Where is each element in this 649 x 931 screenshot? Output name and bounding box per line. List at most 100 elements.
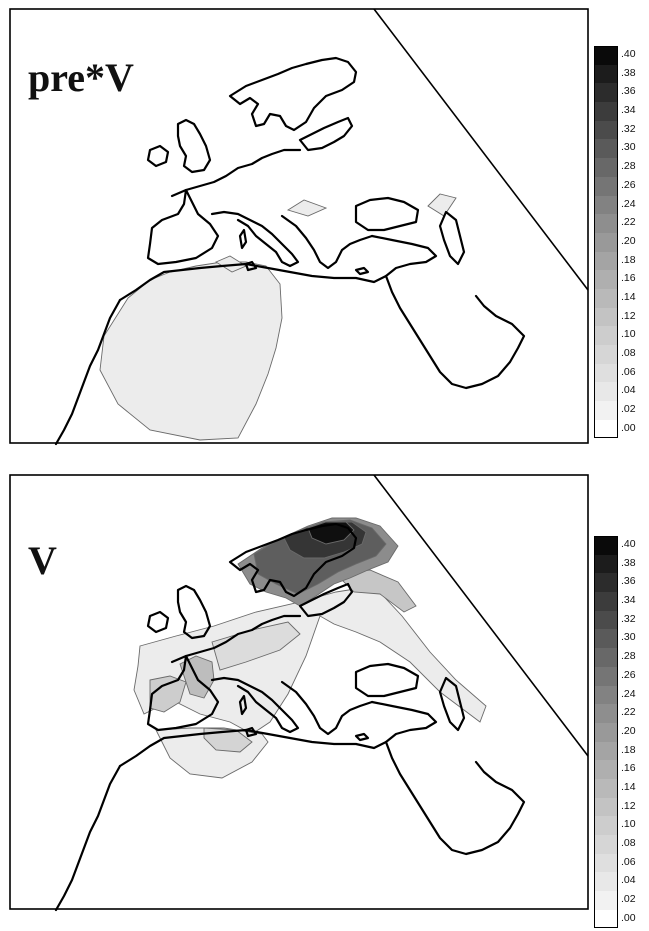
legend-swatch [594, 158, 618, 177]
legend-swatch [594, 592, 618, 611]
legend-entry: .16 [594, 270, 649, 289]
legend-entry: .02 [594, 891, 649, 910]
legend-swatch [594, 536, 618, 555]
legend-entry: .34 [594, 102, 649, 121]
legend-swatch [594, 139, 618, 159]
legend-entry: .00 [594, 419, 649, 439]
legend-tick-label: .14 [621, 290, 636, 303]
legend-tick-label: .32 [621, 122, 636, 135]
legend-swatch [594, 648, 618, 667]
legend-entry: .06 [594, 853, 649, 873]
shaded-region-central-mid [211, 621, 301, 671]
legend-entry: .04 [594, 382, 649, 402]
legend-swatch [594, 419, 618, 439]
map-diagonal-edge [373, 474, 589, 757]
legend-tick-label: .16 [621, 762, 636, 775]
legend-entry: .36 [594, 573, 649, 593]
legend-swatch [594, 797, 618, 817]
legend-swatch [594, 872, 618, 892]
legend-entry: .18 [594, 251, 649, 271]
legend-swatch [594, 232, 618, 252]
legend-swatch [594, 816, 618, 835]
legend-tick-label: .22 [621, 706, 636, 719]
map-frame [9, 8, 589, 444]
legend-entry: .38 [594, 554, 649, 574]
legend-entry: .12 [594, 307, 649, 327]
legend-swatch [594, 554, 618, 574]
legend-tick-label: .06 [621, 855, 636, 868]
legend-entry: .14 [594, 778, 649, 798]
legend-entry: .38 [594, 64, 649, 84]
legend-swatch [594, 891, 618, 910]
legend-entry: .32 [594, 610, 649, 630]
legend-swatch [594, 120, 618, 140]
legend-entry: .22 [594, 704, 649, 723]
legend-swatch [594, 102, 618, 121]
legend-tick-label: .20 [621, 724, 636, 737]
legend-tick-label: .32 [621, 612, 636, 625]
legend-entry: .14 [594, 288, 649, 308]
legend-entry: .40 [594, 46, 649, 65]
legend-tick-label: .20 [621, 234, 636, 247]
legend-swatch [594, 909, 618, 929]
legend-entry: .24 [594, 685, 649, 705]
legend-tick-label: .40 [621, 48, 636, 60]
legend-tick-label: .02 [621, 893, 636, 906]
legend-tick-label: .18 [621, 743, 636, 756]
legend-tick-label: .14 [621, 780, 636, 793]
legend-tick-label: .00 [621, 911, 636, 924]
legend-swatch [594, 685, 618, 705]
legend-entry: .30 [594, 629, 649, 649]
legend-swatch [594, 835, 618, 854]
legend-swatch [594, 363, 618, 383]
legend-tick-label: .38 [621, 556, 636, 569]
legend-tick-label: .40 [621, 538, 636, 550]
legend-tick-label: .22 [621, 216, 636, 229]
legend-swatch [594, 345, 618, 364]
legend-entry: .16 [594, 760, 649, 779]
legend-entry: .08 [594, 345, 649, 364]
legend-entry: .32 [594, 120, 649, 140]
legend-entry: .36 [594, 83, 649, 103]
legend-tick-label: .00 [621, 421, 636, 434]
legend-tick-label: .12 [621, 799, 636, 812]
legend-tick-label: .12 [621, 309, 636, 322]
legend-entry: .06 [594, 363, 649, 383]
legend-entry: .28 [594, 158, 649, 177]
legend-swatch [594, 176, 618, 196]
legend-swatch [594, 610, 618, 630]
legend-swatch [594, 666, 618, 686]
shaded-region-caucasus [427, 193, 457, 217]
legend-swatch [594, 778, 618, 798]
map-frame [9, 474, 589, 910]
legend-swatch [594, 401, 618, 420]
legend-tick-label: .28 [621, 160, 636, 173]
legend-entry: .04 [594, 872, 649, 892]
legend-entry: .26 [594, 666, 649, 686]
legend-tick-label: .30 [621, 141, 636, 154]
legend-tick-label: .02 [621, 403, 636, 416]
legend-tick-label: .18 [621, 253, 636, 266]
map-canvas [9, 474, 589, 912]
panel-title: V [28, 538, 57, 583]
legend-tick-label: .04 [621, 384, 636, 397]
legend-tick-label: .38 [621, 66, 636, 79]
legend-swatch [594, 288, 618, 308]
legend-tick-label: .36 [621, 575, 636, 588]
legend-swatch [594, 573, 618, 593]
legend-swatch [594, 195, 618, 215]
panel-title: pre*V [28, 55, 134, 100]
legend-swatch [594, 83, 618, 103]
legend-entry: .20 [594, 232, 649, 252]
legend-entry: .12 [594, 797, 649, 817]
legend-entry: .10 [594, 326, 649, 345]
color-scale-legend: .40 .38 .36 .34 .32 .30 .28 .26 .24 .22 .20 .18 .16.… [594, 536, 649, 929]
legend-tick-label: .08 [621, 347, 636, 359]
legend-swatch [594, 722, 618, 742]
legend-entry: .02 [594, 401, 649, 420]
map-panel-previ: pre*V .40 .38 .36 .34 .32 .30 .28 .26 .24 .22 .20.… [0, 0, 649, 465]
legend-swatch [594, 760, 618, 779]
legend-swatch [594, 629, 618, 649]
legend-tick-label: .26 [621, 668, 636, 681]
legend-entry: .18 [594, 741, 649, 761]
